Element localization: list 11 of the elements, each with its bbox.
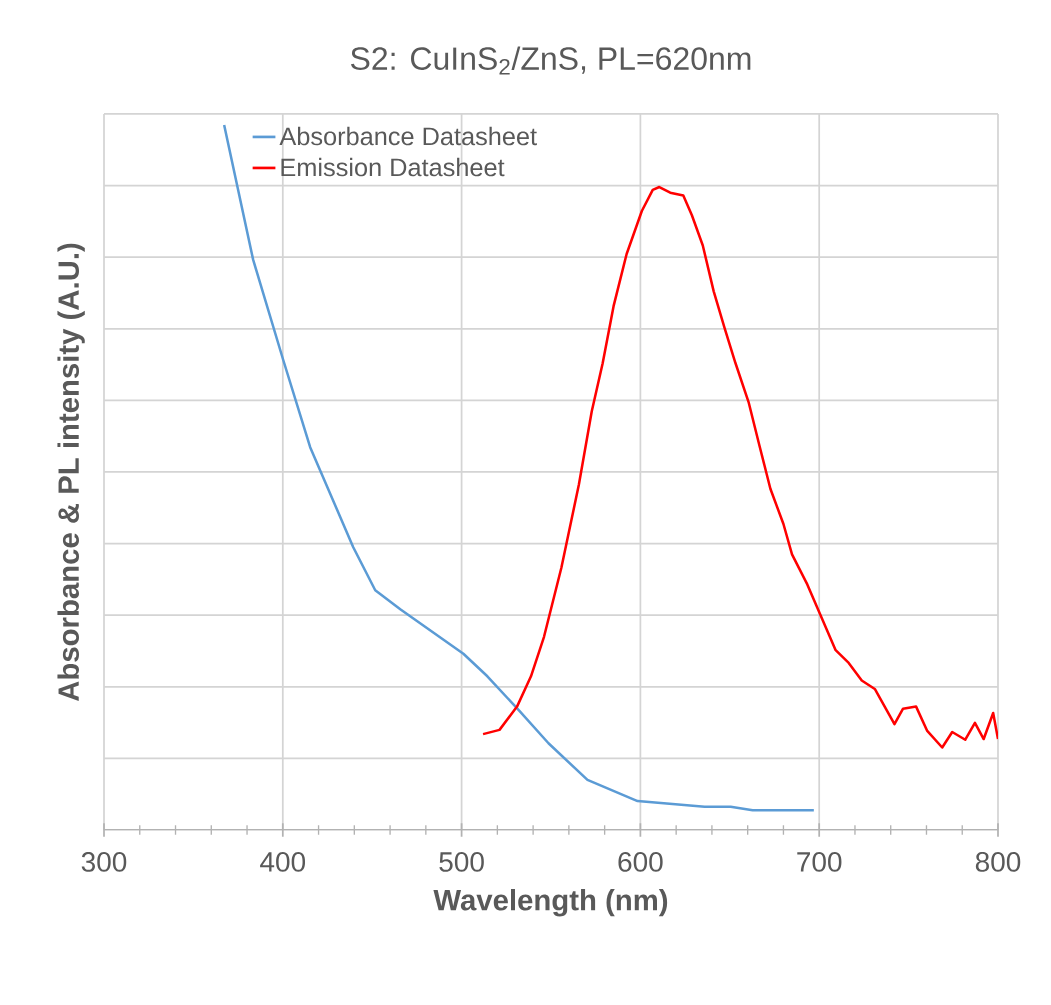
y-axis-title: Absorbance & PL intensity (A.U.) bbox=[57, 243, 85, 702]
x-tick-label: 400 bbox=[260, 852, 306, 872]
x-tick-label: 600 bbox=[618, 852, 663, 872]
x-tick-label: 300 bbox=[81, 852, 127, 872]
x-tick-label: 800 bbox=[975, 852, 1021, 872]
x-tick-label: 500 bbox=[439, 852, 484, 872]
legend-label: Emission Datasheet bbox=[281, 157, 505, 177]
x-tick-label: 700 bbox=[797, 852, 842, 872]
x-axis-title: Wavelength (nm) bbox=[433, 889, 668, 917]
chart-title: S2: CuInS$_{2}$/ZnS, PL=620nm bbox=[350, 46, 751, 75]
legend-label: Absorbance Datasheet bbox=[279, 126, 537, 146]
